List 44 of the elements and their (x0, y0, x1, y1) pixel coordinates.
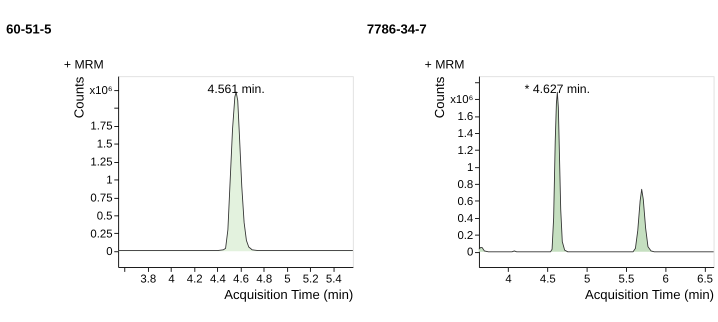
y-tick-label: 0.4 (457, 212, 474, 225)
x-tick-label: 5.5 (618, 273, 634, 286)
x-tick-label: 5 (284, 273, 291, 286)
x-tick-label: 4.8 (256, 273, 272, 286)
y-tick-label: 1.4 (457, 128, 474, 140)
x-axis-title: Acquisition Time (min) (224, 287, 354, 302)
x-tick-label: 4.6 (233, 273, 249, 286)
x-tick-label: 4.5 (540, 273, 556, 286)
y-axis-title: Counts (71, 76, 86, 118)
y-tick-label: 0.2 (457, 230, 474, 242)
y-tick-label: 0 (466, 246, 474, 259)
y-tick-label: 1 (106, 174, 113, 186)
x-tick-label: 4 (168, 273, 175, 286)
y-tick-label: 1.75 (90, 120, 113, 133)
text: + MRM (424, 57, 464, 72)
x-tick-label: 4 (505, 273, 512, 286)
chart-title: 7786-34-7 (366, 21, 427, 36)
y-axis-title: Counts (432, 76, 448, 118)
annotation: 4.561 min. (208, 82, 265, 96)
annotation: * 4.627 min. (524, 82, 590, 96)
y-tick-label: 1.5 (96, 138, 113, 151)
y-tick-label: 0.75 (90, 192, 113, 204)
y-tick-label: 0.5 (96, 210, 113, 222)
x-tick-label: 5.4 (326, 273, 342, 286)
x-tick-label: 3.8 (140, 273, 156, 286)
y-tick-label: 0.6 (457, 196, 474, 208)
y-tick-label: x10⁶ (89, 84, 113, 97)
chart-title: 60-51-5 (6, 21, 52, 36)
y-tick-label: 1.6 (457, 111, 474, 124)
x-tick-label: 6.5 (697, 273, 713, 286)
x-tick-label: 5.2 (302, 273, 319, 286)
y-tick-label: 1.2 (457, 144, 474, 157)
x-tick-label: 6 (662, 273, 669, 286)
y-tick-label: 0.8 (457, 178, 474, 191)
y-tick-label: 1 (466, 162, 474, 174)
y-tick-label: 0 (106, 246, 113, 258)
x-tick-label: 4.2 (186, 273, 203, 286)
text: + MRM (64, 57, 104, 72)
x-axis-title: Acquisition Time (min) (584, 287, 714, 302)
x-tick-label: 4.4 (210, 273, 226, 286)
x-tick-label: 5 (584, 273, 590, 286)
y-tick-label: 0.25 (90, 228, 113, 240)
y-tick-label: 1.25 (90, 156, 113, 169)
y-tick-label: x10⁶ (450, 94, 474, 106)
